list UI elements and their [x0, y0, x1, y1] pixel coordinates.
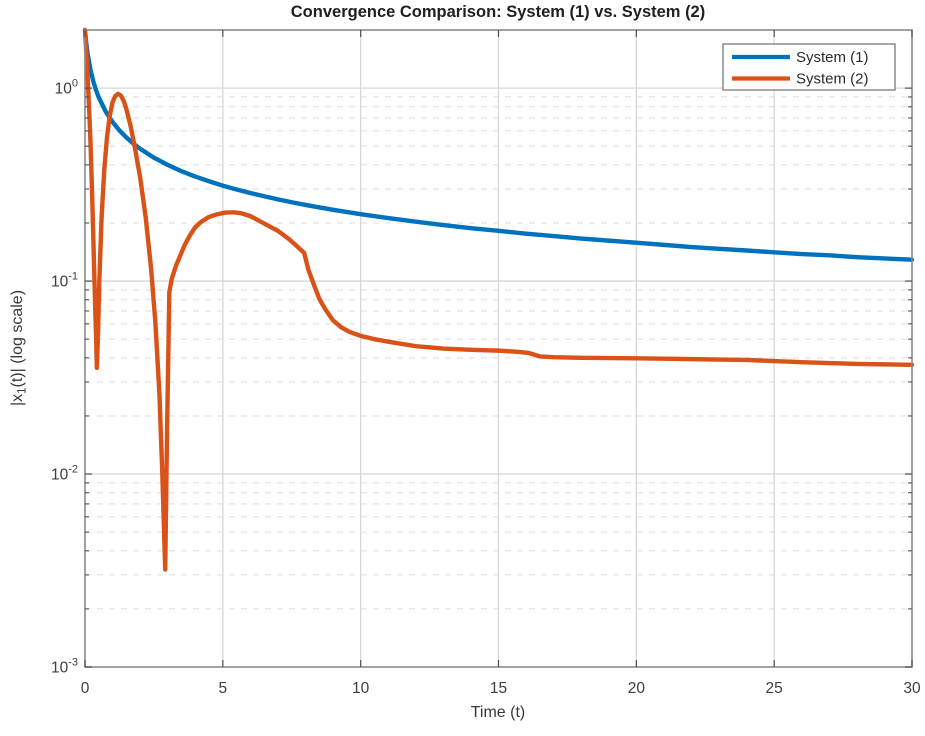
x-tick-label: 0 — [81, 680, 90, 697]
tick-labels: 0 5 10 15 20 25 30 100 10-1 10-2 10-3 — [51, 78, 921, 697]
y-axis-label-pre: |x — [9, 394, 26, 406]
x-tick-label: 5 — [219, 680, 228, 697]
series-line-2 — [82, 27, 915, 572]
series-lines — [82, 27, 915, 572]
legend-label-system-2: System (2) — [796, 71, 869, 88]
x-axis-label: Time (t) — [471, 704, 526, 721]
y-axis-label-post: (t)| (log scale) — [9, 290, 26, 388]
y-tick-label: 10-1 — [51, 271, 78, 291]
y-tick-label: 10-2 — [51, 464, 78, 484]
x-tick-label: 15 — [490, 680, 507, 697]
legend-box — [722, 43, 896, 91]
chart-title: Convergence Comparison: System (1) vs. S… — [291, 3, 705, 21]
tick-marks — [84, 30, 913, 668]
x-tick-label: 25 — [766, 680, 783, 697]
legend: System (1) System (2) — [722, 43, 896, 91]
legend-label-system-1: System (1) — [796, 49, 869, 66]
y-axis-label: |x1(t)| (log scale) — [9, 290, 29, 406]
y-axis-label-sub: 1 — [17, 387, 29, 393]
x-tick-label: 10 — [352, 680, 370, 697]
x-tick-label: 30 — [903, 680, 921, 697]
y-tick-label: 100 — [55, 78, 78, 98]
x-tick-label: 20 — [628, 680, 646, 697]
y-tick-label: 10-3 — [51, 657, 78, 677]
